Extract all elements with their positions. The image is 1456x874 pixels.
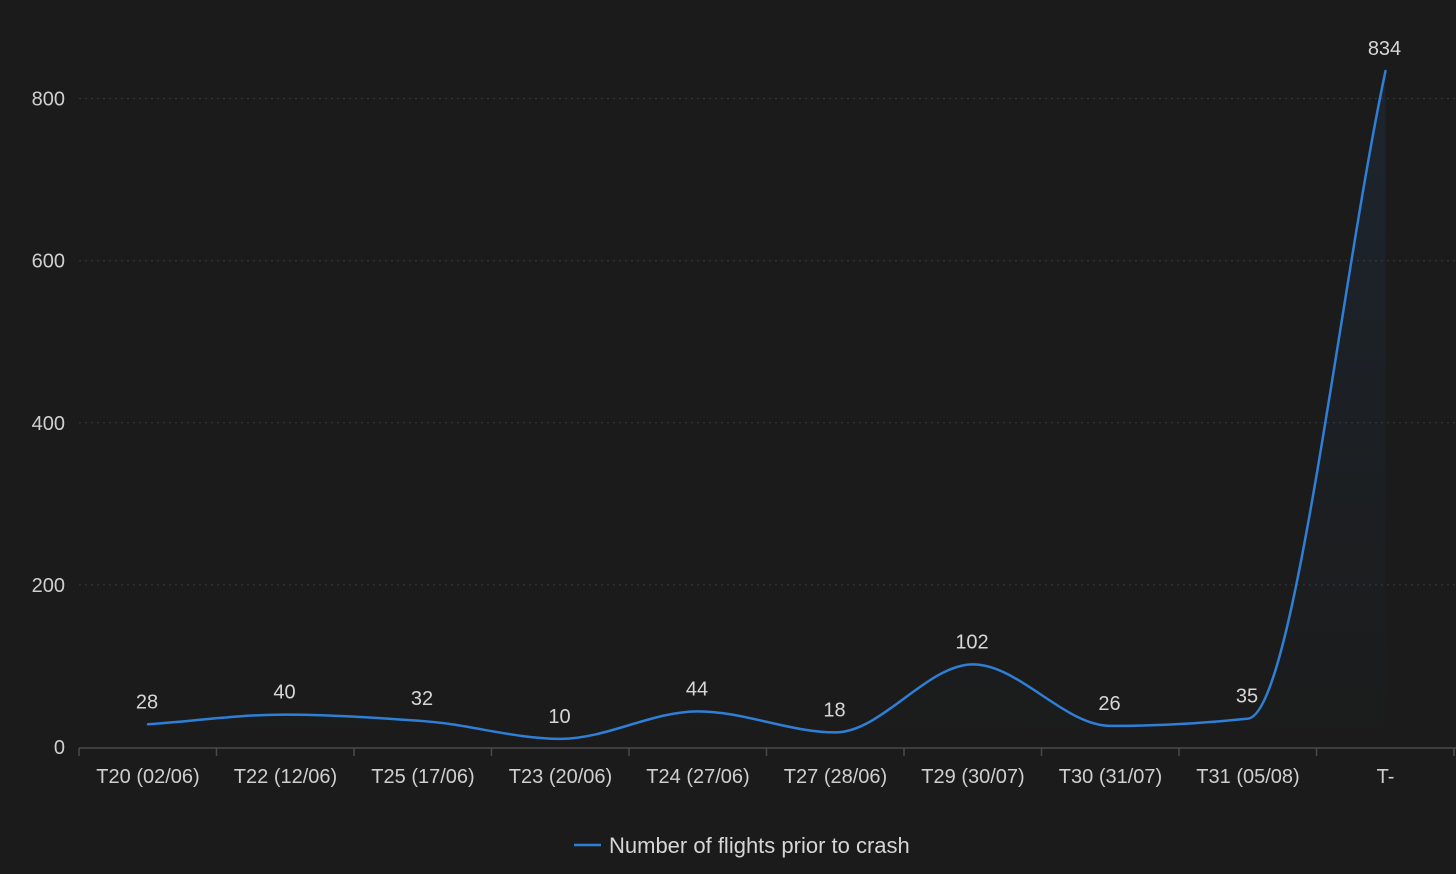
x-tick-label: T22 (12/06) xyxy=(234,766,337,788)
data-label: 834 xyxy=(1368,38,1401,60)
series-group xyxy=(145,68,1389,748)
x-tick-label: T29 (30/07) xyxy=(921,766,1024,788)
x-tick-label: T31 (05/08) xyxy=(1196,766,1299,788)
x-tick-label: T- xyxy=(1377,766,1395,788)
series-line[interactable] xyxy=(146,69,1387,741)
legend[interactable]: Number of flights prior to crash xyxy=(574,833,910,858)
y-tick-label: 800 xyxy=(32,89,65,111)
data-label: 32 xyxy=(411,688,433,710)
data-point[interactable] xyxy=(1245,716,1251,722)
data-label: 28 xyxy=(136,691,158,713)
data-label: 18 xyxy=(823,699,845,721)
x-tick-label: T20 (02/06) xyxy=(96,766,199,788)
data-point[interactable] xyxy=(420,718,426,724)
x-tick-label: T27 (28/06) xyxy=(784,766,887,788)
y-tick-label: 400 xyxy=(32,413,65,435)
data-point[interactable] xyxy=(283,712,289,718)
data-point[interactable] xyxy=(145,721,151,727)
data-label: 40 xyxy=(273,682,295,704)
data-label: 26 xyxy=(1098,693,1120,715)
data-point[interactable] xyxy=(695,708,701,714)
x-tick-label: T30 (31/07) xyxy=(1059,766,1162,788)
data-label: 35 xyxy=(1236,686,1258,708)
data-point[interactable] xyxy=(1108,723,1114,729)
data-label: 102 xyxy=(955,631,988,653)
series-area xyxy=(148,71,1386,748)
data-point[interactable] xyxy=(970,661,976,667)
data-labels: 28 40 32 10 44 18 102 26 35 834 xyxy=(136,38,1401,728)
y-tick-label: 0 xyxy=(54,737,65,759)
y-tick-label: 600 xyxy=(32,251,65,273)
legend-label: Number of flights prior to crash xyxy=(609,833,910,858)
y-axis: 0 200 400 600 800 xyxy=(32,89,65,759)
x-axis: T20 (02/06) T22 (12/06) T25 (17/06) T23 (20… xyxy=(78,747,1456,788)
data-point[interactable] xyxy=(558,736,564,742)
data-point[interactable] xyxy=(1383,68,1389,74)
data-label: 44 xyxy=(686,678,708,700)
x-tick-label: T25 (17/06) xyxy=(371,766,474,788)
data-label: 10 xyxy=(548,706,570,728)
data-point[interactable] xyxy=(833,729,839,735)
y-tick-label: 200 xyxy=(32,575,65,597)
x-tick-label: T24 (27/06) xyxy=(646,766,749,788)
x-tick-label: T23 (20/06) xyxy=(509,766,612,788)
grid xyxy=(79,98,1456,586)
